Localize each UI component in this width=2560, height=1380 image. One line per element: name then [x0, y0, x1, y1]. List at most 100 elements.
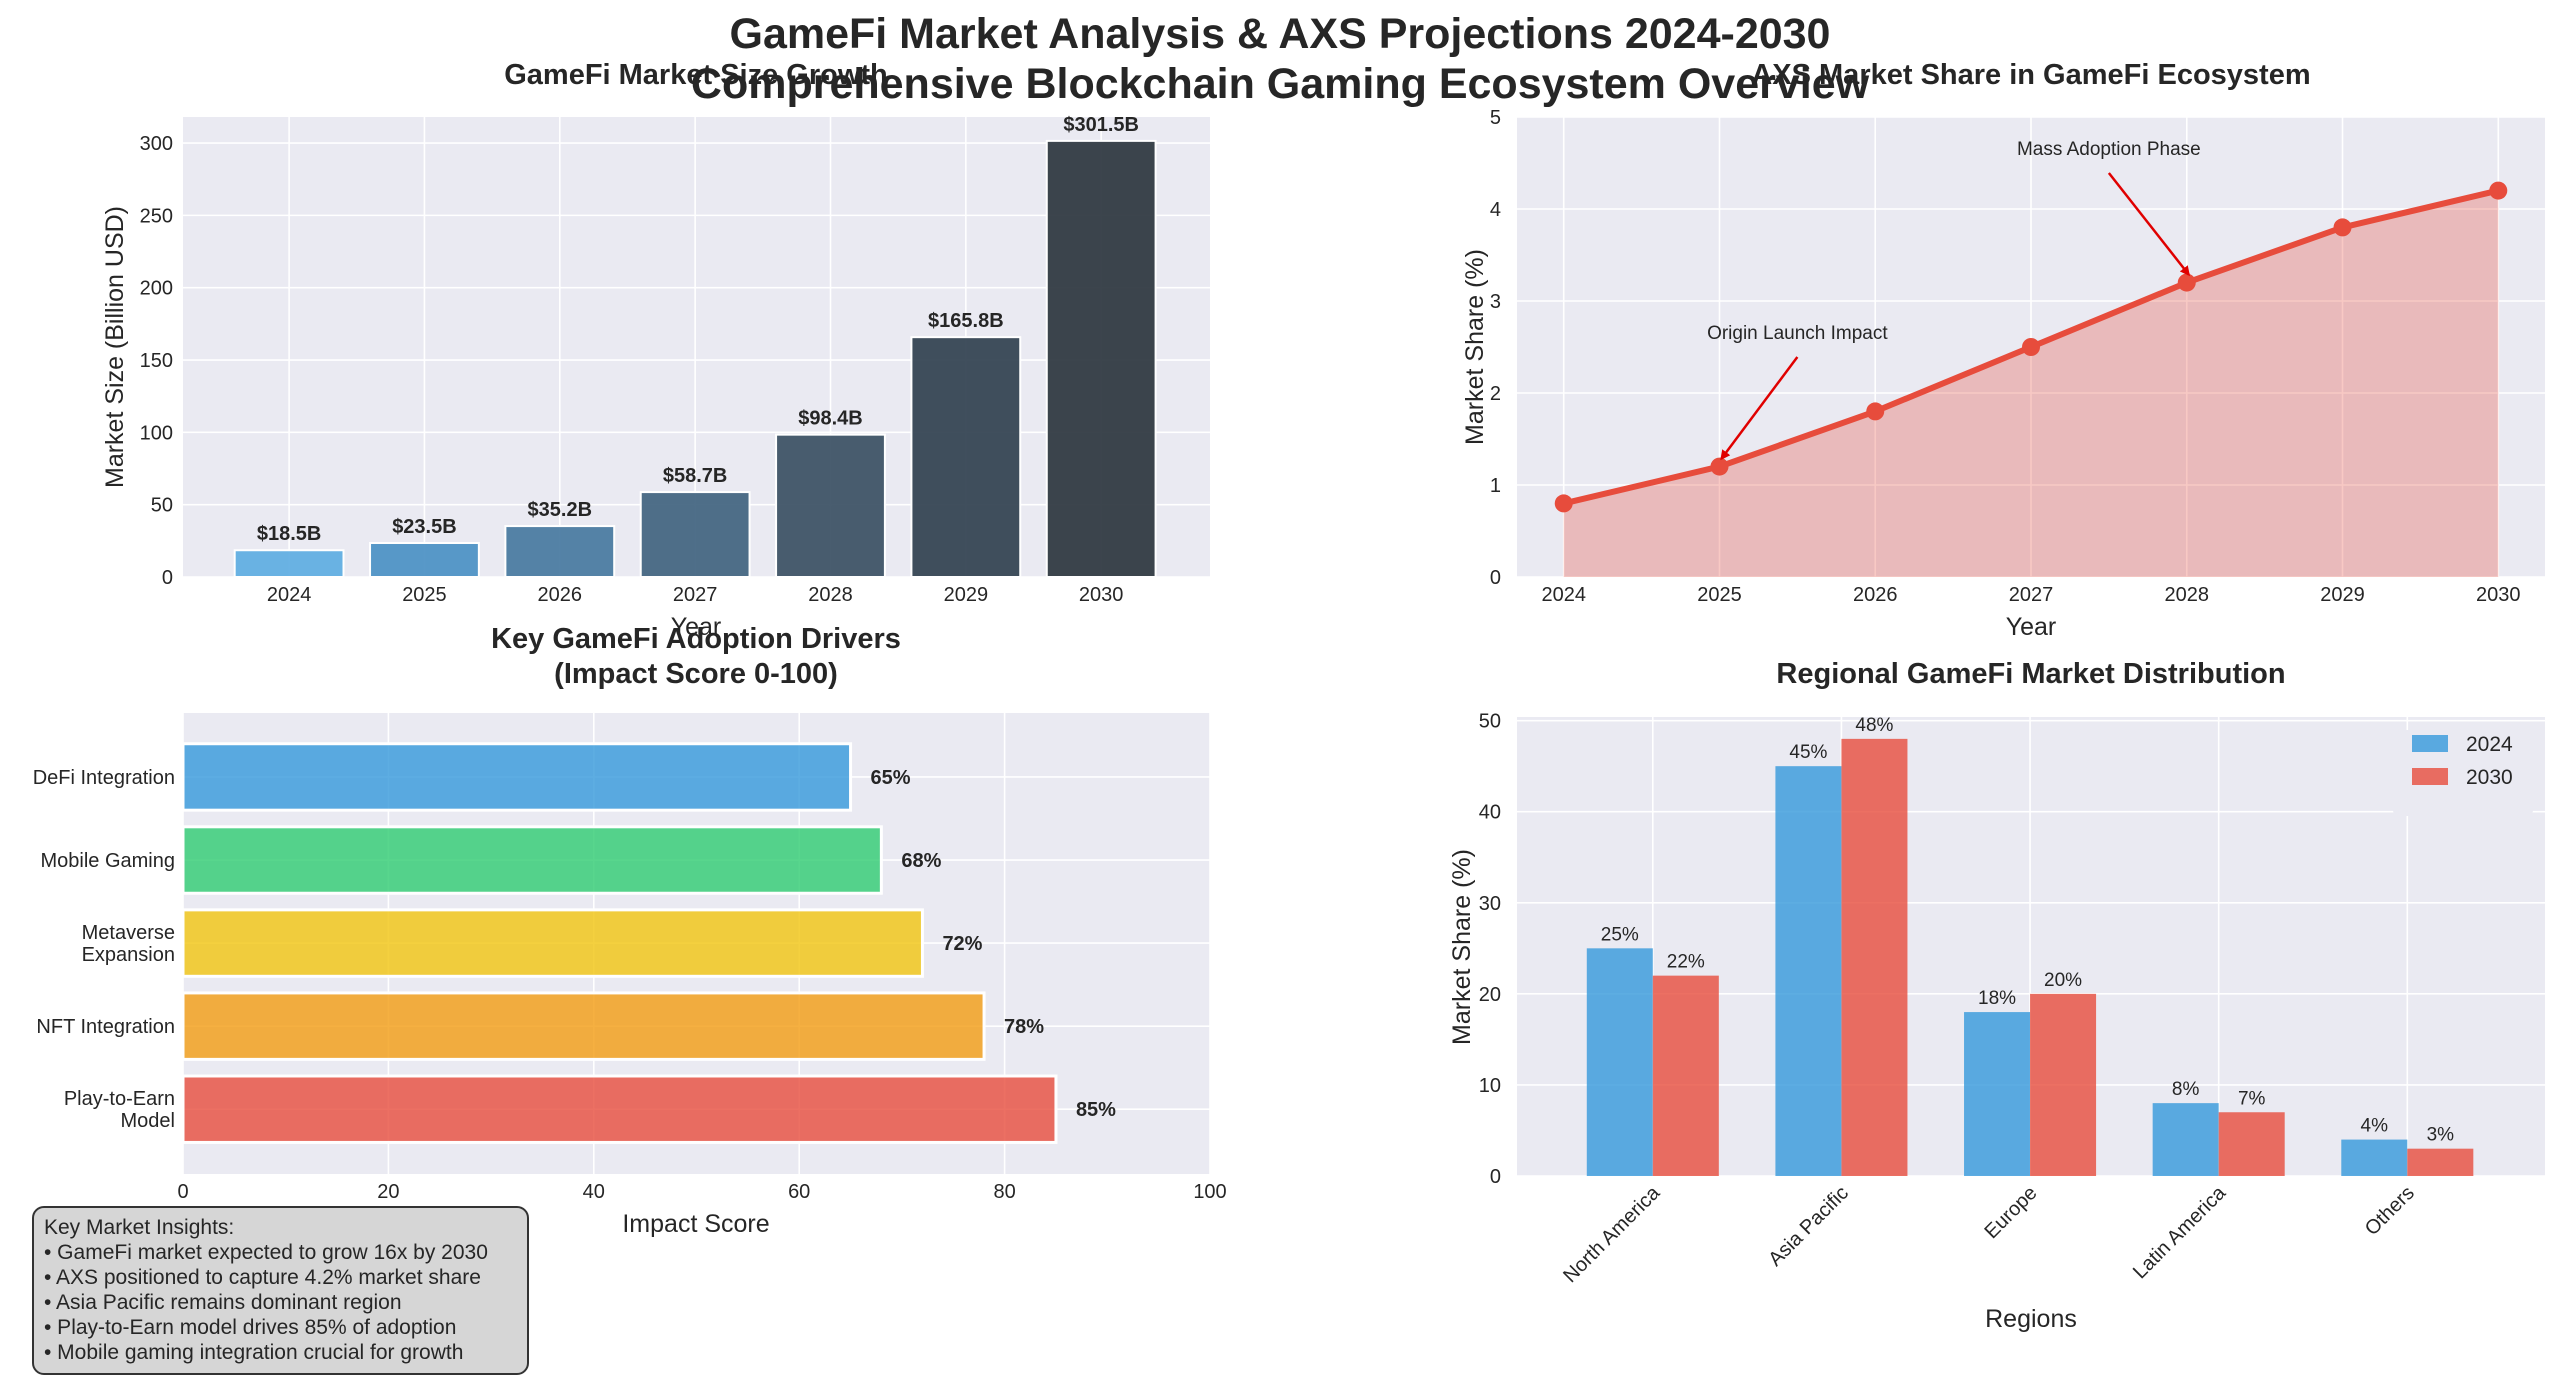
legend-swatch-2024 [2412, 735, 2448, 752]
market-bar-label: $35.2B [528, 499, 593, 521]
driver-bar [181, 742, 853, 812]
legend-label-2030: 2030 [2466, 766, 2513, 789]
market-size-title: GameFi Market Size Growth [504, 59, 888, 91]
market-size-chart: $18.5B $23.5B $35.2B $58.7B $98.4B $165.8B $30… [101, 59, 1210, 641]
regional-bar-label: 3% [2427, 1125, 2455, 1146]
axs-share-chart: 0 1 2 3 4 5 2024 2025 2026 2027 2028 2029 2030 Origi… [1461, 59, 2545, 641]
regional-y-label: Market Share (%) [1448, 849, 1476, 1045]
driver-category-label: Mobile Gaming [40, 850, 175, 872]
x-tick-label: Latin America [2129, 1181, 2231, 1283]
regional-title: Regional GameFi Market Distribution [1776, 658, 2285, 690]
legend-label-2024: 2024 [2466, 733, 2513, 756]
insights-heading: Key Market Insights: [44, 1216, 234, 1239]
axs-share-point [2489, 181, 2508, 200]
regional-bar-2024 [2341, 1139, 2408, 1176]
driver-bar [181, 908, 924, 978]
market-bar [369, 542, 480, 578]
market-bar [639, 491, 751, 578]
y-tick-label: 150 [140, 350, 173, 372]
insights-box: Key Market Insights: • GameFi market exp… [32, 1206, 529, 1375]
x-tick-label: 2030 [2476, 584, 2521, 606]
x-tick-label: 40 [583, 1181, 605, 1203]
driver-bar [181, 825, 883, 895]
market-bar [233, 549, 345, 579]
y-tick-label: 0 [162, 567, 173, 589]
driver-category-label: Play-to-Earn [64, 1088, 175, 1110]
y-tick-label: 4 [1490, 199, 1501, 221]
axs-share-point [2177, 273, 2196, 292]
x-tick-label: 2025 [1697, 584, 1742, 606]
y-tick-label: 3 [1490, 291, 1501, 313]
x-tick-label: 2027 [2009, 584, 2054, 606]
driver-category-label: Model [121, 1110, 175, 1132]
x-tick-label: 2030 [1079, 584, 1124, 606]
drivers-title-line1: Key GameFi Adoption Drivers [491, 623, 901, 655]
driver-bar-label: 78% [1004, 1016, 1044, 1038]
market-size-x-label: Year [671, 613, 722, 641]
regional-bar-label: 25% [1601, 924, 1639, 945]
regional-bar-2024 [2152, 1103, 2219, 1176]
x-tick-label: Others [2361, 1182, 2419, 1240]
x-tick-label: 60 [788, 1181, 810, 1203]
insight-item: • Asia Pacific remains dominant region [44, 1291, 402, 1314]
x-tick-label: 0 [177, 1181, 188, 1203]
insights-background [32, 1206, 529, 1375]
regional-x-label: Regions [1985, 1305, 2077, 1333]
axs-share-point [2333, 218, 2352, 237]
drivers-chart: 85% 78% 72% 68% 65% 0 20 40 60 80 100 Play-to-Earn… [33, 623, 1227, 1238]
x-tick-label: 20 [377, 1181, 399, 1203]
y-tick-label: 10 [1479, 1075, 1501, 1097]
driver-bar [181, 1074, 1058, 1144]
x-tick-label: Asia Pacific [1764, 1182, 1853, 1271]
legend-swatch-2030 [2412, 768, 2448, 785]
regional-legend: 2024 2030 [2393, 730, 2533, 816]
y-tick-label: 200 [140, 278, 173, 300]
market-bar-label: $23.5B [392, 516, 457, 538]
y-tick-label: 2 [1490, 383, 1501, 405]
market-bar-label: $58.7B [663, 465, 728, 487]
axs-share-point [2022, 338, 2040, 356]
y-tick-label: 40 [1479, 802, 1501, 824]
market-bar [775, 433, 886, 578]
driver-bar-label: 72% [942, 933, 982, 955]
regional-chart: 25%22%45%48%18%20%8% 7%4% 3% 01020304050No… [1448, 658, 2545, 1333]
driver-category-label: Metaverse [82, 922, 175, 944]
axs-share-y-label: Market Share (%) [1461, 249, 1489, 445]
regional-bar-2030 [2407, 1148, 2474, 1176]
regional-bar-label: 8% [2172, 1079, 2200, 1100]
regional-bar-2024 [1586, 948, 1653, 1176]
axs-share-area [1563, 190, 2499, 577]
y-tick-label: 250 [140, 205, 173, 227]
x-tick-label: 2025 [402, 584, 447, 606]
y-tick-label: 1 [1490, 475, 1501, 497]
y-tick-label: 30 [1479, 893, 1501, 915]
figure-title-line1: GameFi Market Analysis & AXS Projections… [730, 10, 1831, 58]
annotation-arrow [1720, 356, 1799, 461]
y-tick-label: 50 [1479, 711, 1501, 733]
market-bar [910, 336, 1022, 578]
market-size-y-label: Market Size (Billion USD) [101, 206, 129, 488]
annotation-text: Mass Adoption Phase [2017, 139, 2201, 160]
regional-bar-2030 [2218, 1112, 2285, 1176]
driver-bar-label: 65% [871, 767, 911, 789]
regional-bar-2030 [2030, 993, 2097, 1176]
y-tick-label: 0 [1490, 567, 1501, 589]
x-tick-label: 2027 [673, 584, 718, 606]
market-bar-label: $98.4B [798, 408, 863, 430]
x-tick-label: 2026 [1853, 584, 1898, 606]
axs-share-point [1554, 494, 1573, 513]
x-tick-label: 2026 [538, 584, 583, 606]
market-bar [504, 525, 616, 579]
market-bar-label: $18.5B [257, 523, 322, 545]
x-tick-label: 80 [993, 1181, 1015, 1203]
x-tick-label: 100 [1193, 1181, 1226, 1203]
insight-item: • AXS positioned to capture 4.2% market … [44, 1266, 481, 1289]
annotation-text: Origin Launch Impact [1707, 323, 1888, 344]
axs-share-point [1710, 457, 1729, 476]
drivers-title-line2: (Impact Score 0-100) [554, 658, 838, 690]
axs-share-x-label: Year [2006, 613, 2057, 641]
market-bar [1045, 139, 1157, 578]
market-bar-label: $165.8B [928, 310, 1004, 332]
market-bar-label: $301.5B [1063, 114, 1139, 136]
driver-category-label: NFT Integration [36, 1016, 175, 1038]
